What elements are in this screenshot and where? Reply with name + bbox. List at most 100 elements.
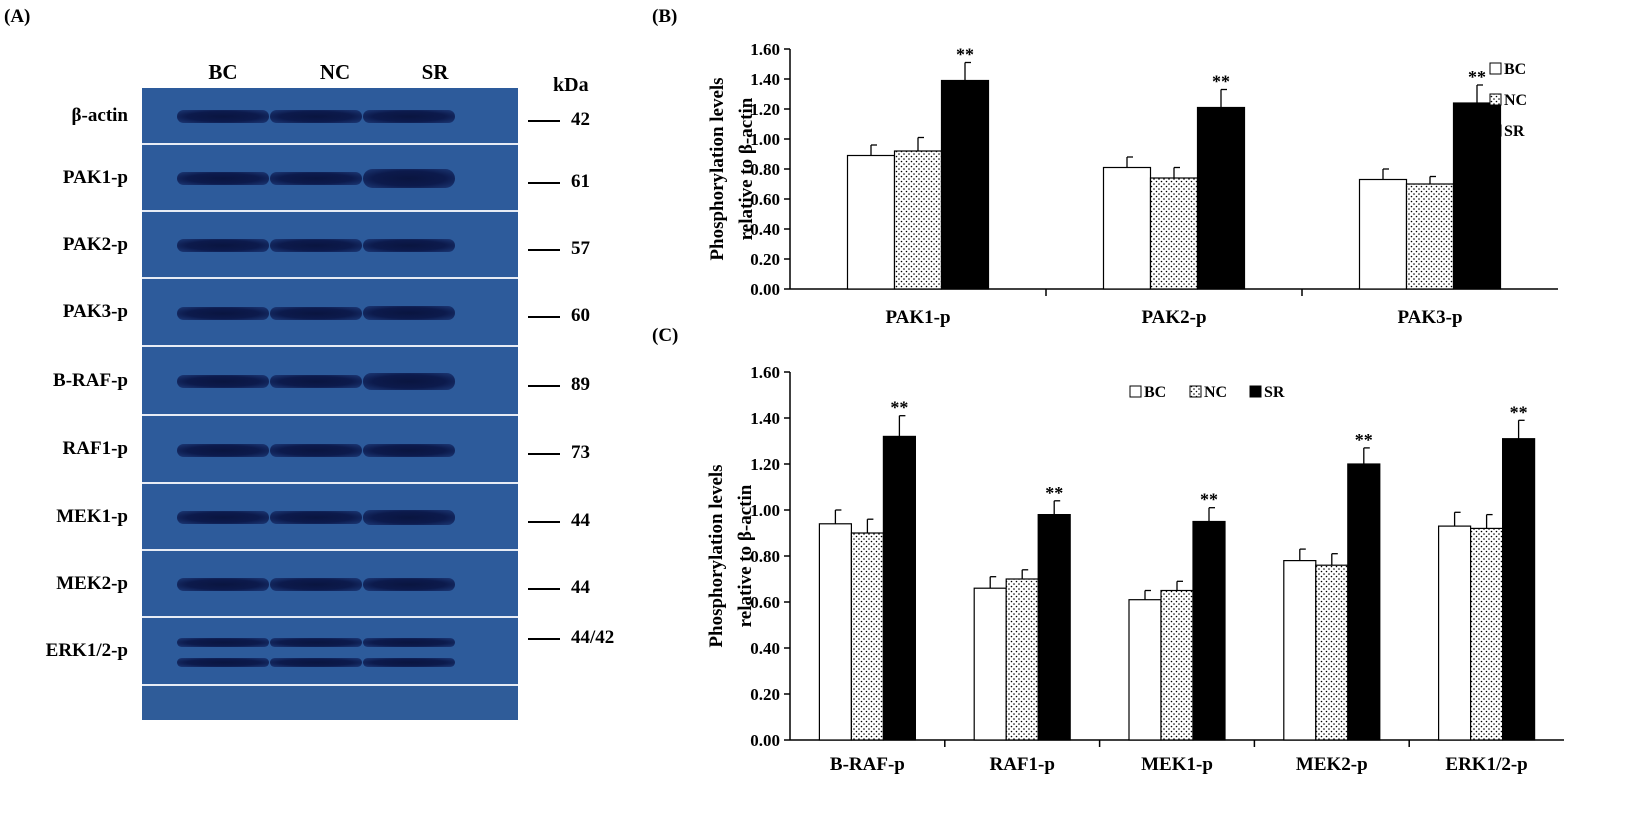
protein-band <box>270 110 362 123</box>
protein-band <box>363 239 455 252</box>
kda-marker-line <box>528 587 560 590</box>
legend-swatch-bc <box>1129 385 1142 398</box>
kda-header: kDa <box>553 74 589 96</box>
y-axis-label: relative to β-actin <box>736 97 757 240</box>
legend-swatch-sr <box>1249 385 1262 398</box>
protein-band <box>270 657 362 667</box>
kda-marker-line <box>528 520 560 523</box>
protein-band <box>363 578 455 591</box>
bar-bc <box>1283 560 1317 741</box>
legend-swatch-nc <box>1489 93 1502 106</box>
y-axis-label: Phosphorylation levels <box>707 77 728 260</box>
significance-mark: ** <box>1468 67 1486 87</box>
y-tick-label: 0.80 <box>750 547 780 566</box>
legend-swatch-bc <box>1489 62 1502 75</box>
blot-row-label: PAK2-p <box>62 233 128 255</box>
significance-mark: ** <box>956 45 974 65</box>
x-category-label: MEK2-p <box>1296 754 1368 775</box>
protein-band <box>177 443 269 457</box>
bar-bc <box>1102 166 1152 290</box>
y-tick-label: 1.40 <box>750 409 780 428</box>
bar-bc <box>846 154 896 290</box>
western-blot-panel: (A) BC NC SR kDa β-actin 42 PAK1-p 61 PAK2-p… <box>0 0 640 740</box>
significance-mark: ** <box>1212 72 1230 92</box>
blot-row-label: β-actin <box>71 104 128 126</box>
blot-strip <box>142 618 518 686</box>
x-category-label: PAK2-p <box>1141 307 1206 328</box>
bar-nc <box>850 532 884 741</box>
kda-marker-value: 44 <box>571 576 590 598</box>
protein-band <box>270 306 362 320</box>
significance-mark: ** <box>890 398 908 418</box>
lane-header-nc: NC <box>319 60 351 84</box>
kda-marker-line <box>528 453 560 455</box>
blot-row-label: PAK3-p <box>62 301 128 322</box>
y-tick-label: 0.60 <box>750 593 780 612</box>
protein-band <box>270 172 362 185</box>
y-tick-label: 0.00 <box>750 731 780 750</box>
legend-swatch-nc <box>1189 385 1202 398</box>
legend-label: SR <box>1264 384 1285 401</box>
x-category-label: RAF1-p <box>989 754 1054 775</box>
y-tick-label: 0.00 <box>750 280 780 299</box>
y-tick-label: 1.20 <box>750 100 780 119</box>
protein-band <box>363 373 455 390</box>
x-category-label: PAK3-p <box>1397 307 1462 328</box>
x-category-label: MEK1-p <box>1141 754 1213 775</box>
kda-marker-value: 61 <box>571 170 590 192</box>
kda-marker-value: 73 <box>571 442 590 463</box>
bar-nc <box>1405 183 1455 290</box>
protein-band <box>177 511 269 524</box>
kda-marker-line <box>528 248 560 251</box>
y-axis-label: relative to β-actin <box>735 484 756 627</box>
protein-band <box>177 172 269 185</box>
bar-nc <box>1160 589 1194 741</box>
protein-band <box>270 578 362 591</box>
protein-band <box>270 637 362 647</box>
protein-band <box>270 239 362 252</box>
bar-bc <box>1437 525 1472 741</box>
panel-label-a: (A) <box>4 6 31 27</box>
kda-marker-line <box>528 638 560 640</box>
bar-sr <box>940 79 990 290</box>
legend-label: NC <box>1204 384 1227 401</box>
lane-header-sr: SR <box>421 60 449 84</box>
bar-bc <box>1128 599 1162 741</box>
protein-band <box>363 657 455 667</box>
protein-band <box>177 657 269 667</box>
bar-nc <box>893 150 943 290</box>
y-axis-label: Phosphorylation levels <box>706 464 727 647</box>
bar-sr <box>882 435 916 741</box>
kda-marker-line <box>528 384 560 387</box>
y-tick-label: 1.60 <box>750 40 780 59</box>
protein-band <box>177 239 269 252</box>
protein-band <box>363 168 455 189</box>
bar-nc <box>1149 177 1199 290</box>
chart-b: Phosphorylation levels relative to β-acti… <box>707 40 1558 328</box>
panel-label-b: (B) <box>652 6 678 27</box>
kda-marker-line <box>528 119 560 122</box>
blot-row-label: ERK1/2-p <box>45 640 128 661</box>
bar-bc <box>973 587 1007 741</box>
blot-row-label: MEK2-p <box>56 572 128 594</box>
bar-nc <box>1469 527 1504 741</box>
significance-mark: ** <box>1510 402 1528 422</box>
significance-mark: ** <box>1200 490 1218 510</box>
bar-sr <box>1196 106 1246 290</box>
protein-band <box>363 510 455 525</box>
kda-marker-value: 42 <box>571 108 590 130</box>
kda-marker-line <box>528 181 560 184</box>
kda-marker-value: 44 <box>571 509 590 531</box>
legend-label: NC <box>1504 92 1527 109</box>
blot-row-label: PAK1-p <box>62 166 128 188</box>
chart-c: Phosphorylation levels relative to β-acti… <box>706 363 1564 775</box>
protein-band <box>363 637 455 647</box>
y-tick-label: 1.20 <box>750 455 780 474</box>
y-tick-label: 0.20 <box>750 685 780 704</box>
protein-band <box>363 110 455 123</box>
y-tick-label: 0.40 <box>750 639 780 658</box>
blot-row-label: B-RAF-p <box>53 369 128 391</box>
legend-label: BC <box>1504 61 1526 78</box>
bar-nc <box>1005 578 1039 741</box>
protein-band <box>363 305 455 321</box>
